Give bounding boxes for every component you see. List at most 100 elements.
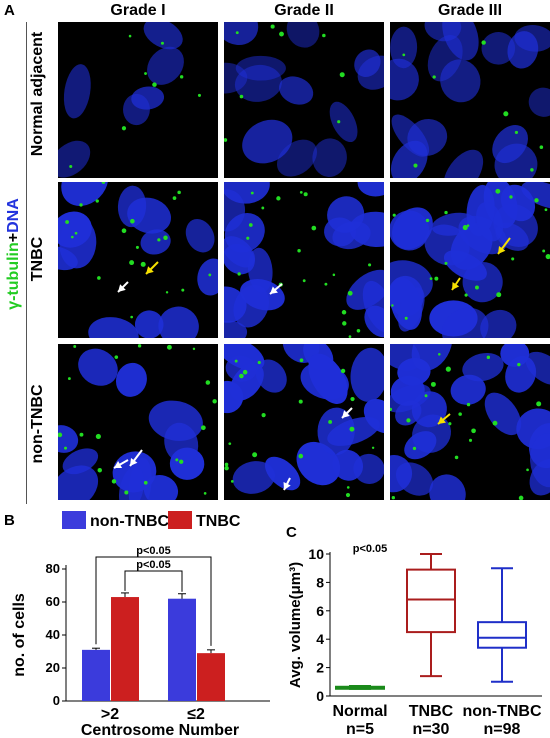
arrow-head-icon (342, 410, 350, 418)
nucleus (279, 76, 314, 105)
centrosome-dot (466, 402, 471, 407)
x-tick-sublabel: n=98 (484, 721, 521, 738)
nucleus (224, 22, 259, 46)
centrosome-dot (95, 433, 101, 440)
centrosome-dot (95, 199, 99, 203)
centrosome-dot (347, 290, 353, 296)
centrosome-dot (121, 228, 127, 234)
centrosome-dot (468, 438, 473, 442)
nucleus (115, 362, 147, 397)
significance-bracket (124, 570, 183, 592)
centrosome-dot (511, 257, 515, 261)
nucleus (224, 380, 244, 414)
y-tick-label: 10 (308, 546, 324, 562)
box-iqr (477, 621, 527, 649)
centrosome-dot (137, 344, 142, 348)
centrosome-dot (406, 418, 411, 423)
nucleus (357, 182, 384, 197)
centrosome-dot (413, 163, 418, 168)
nucleus (462, 261, 503, 303)
nucleus (118, 466, 145, 500)
centrosome-dot (97, 467, 102, 473)
row-label-normal-adjacent: Normal adjacent (29, 31, 46, 157)
nucleus (88, 317, 139, 338)
micrograph (390, 22, 550, 178)
centrosome-dot (121, 126, 127, 131)
micrograph (58, 182, 218, 338)
centrosome-dot (111, 479, 117, 484)
centrosome-dot (311, 225, 317, 231)
legend-label: TNBC (196, 513, 241, 530)
nucleus (390, 26, 418, 69)
centrosome-dot (97, 276, 101, 280)
centrosome-dot (179, 75, 184, 79)
centrosome-dot (279, 31, 284, 37)
centrosome-dot (70, 235, 74, 239)
centrosome-dot (425, 218, 430, 223)
centrosome-dot (481, 40, 486, 45)
centrosome-dot (163, 235, 168, 240)
centrosome-dot (464, 293, 468, 297)
centrosome-dot (471, 428, 476, 434)
centrosome-dot (332, 273, 336, 277)
nucleus (232, 461, 276, 494)
y-tick-label: 60 (46, 594, 60, 609)
centrosome-dot (496, 292, 502, 298)
panel-letter-c: C (286, 524, 297, 541)
arrow-head-icon (498, 246, 506, 254)
centrosome-dot (203, 492, 207, 495)
centrosome-dot (322, 33, 326, 38)
centrosome-dot (79, 203, 83, 207)
nucleus (429, 474, 466, 500)
nucleus (197, 258, 218, 296)
centrosome-dot (486, 355, 491, 360)
nucleus (58, 425, 79, 453)
centrosome-dot (328, 420, 333, 424)
centrosome-dot (545, 253, 550, 260)
centrosome-dot (152, 82, 157, 87)
nucleus (441, 307, 489, 338)
row-label-non-tnbc: non-TNBC (29, 384, 46, 464)
x-tick-label: non-TNBC (462, 703, 542, 720)
centrosome-dot (261, 206, 265, 210)
nucleus (58, 140, 91, 178)
centrosome-dot (509, 195, 513, 199)
x-tick-sublabel: n=30 (413, 721, 450, 738)
nucleus (140, 229, 171, 255)
p-value-label: p<0.05 (353, 543, 388, 555)
centrosome-dot (130, 315, 134, 319)
nucleus (264, 456, 301, 491)
centrosome-dot (438, 353, 441, 356)
centrosome-dot (454, 455, 459, 460)
nucleus (224, 62, 248, 94)
nucleus (392, 207, 433, 250)
nucleus (411, 344, 453, 371)
x-tick-sublabel: n=5 (346, 721, 374, 738)
centrosome-dot (445, 366, 451, 372)
legend-swatch (168, 511, 192, 529)
centrosome-dot (276, 196, 281, 201)
centrosome-dot (534, 198, 539, 203)
y-tick-label: 20 (46, 660, 60, 675)
centrosome-dot (530, 168, 534, 172)
significance-bracket (95, 556, 212, 646)
centrosome-dot (257, 360, 261, 365)
centrosome-dot (197, 93, 201, 97)
arrow-head-icon (146, 266, 154, 274)
micrograph (224, 344, 384, 500)
centrosome-dot (235, 31, 239, 35)
centrosome-dot (297, 249, 301, 253)
centrosome-dot (434, 276, 439, 281)
centrosome-dot (200, 425, 206, 431)
centrosome-dot (58, 432, 63, 438)
centrosome-dot (475, 285, 479, 290)
panel-letter-a: A (4, 2, 15, 19)
centrosome-dot (391, 304, 394, 307)
centrosome-dot (143, 480, 148, 485)
centrosome-dot (503, 111, 509, 117)
nucleus (63, 64, 91, 119)
y-tick-label: 80 (46, 561, 60, 576)
centrosome-dot (67, 377, 71, 381)
nucleus (312, 138, 347, 177)
centrosome-dot (448, 422, 452, 426)
